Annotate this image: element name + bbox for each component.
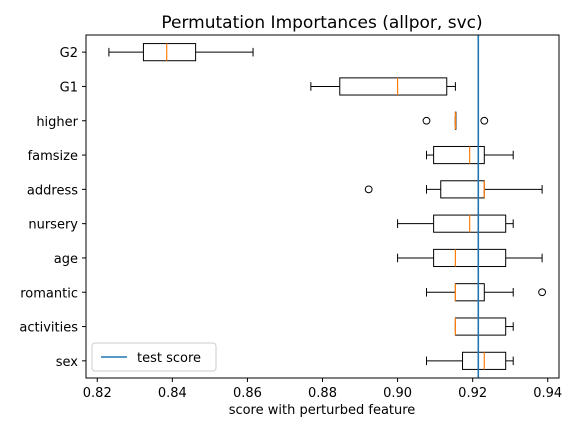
- legend: test score: [91, 342, 217, 372]
- y-tick-label-g2: G2: [60, 46, 78, 61]
- box-famsize: [433, 145, 485, 165]
- y-tick-label-address: address: [27, 183, 78, 198]
- x-tick-label: 0.92: [458, 386, 487, 401]
- x-tick-label: 0.86: [233, 386, 262, 401]
- legend-label-test-score: test score: [137, 351, 201, 366]
- box-g2: [142, 43, 197, 62]
- x-tick-label: 0.84: [158, 386, 187, 401]
- y-tick-label-sex: sex: [56, 355, 79, 370]
- y-tick-label-g1: G1: [60, 80, 78, 95]
- y-tick-label-higher: higher: [36, 115, 78, 130]
- y-tick-label-romantic: romantic: [20, 286, 78, 301]
- outlier-romantic: [538, 288, 547, 297]
- plot-area: 0.82 0.84 0.86 0.88 0.90 0.92 0.94 G2 G1 higher fa…: [19, 35, 562, 401]
- outlier-address: [364, 185, 373, 194]
- x-axis-label: score with perturbed feature: [229, 403, 416, 418]
- box-age: [433, 248, 507, 268]
- y-tick-label-age: age: [54, 252, 78, 267]
- y-tick-label-famsize: famsize: [28, 149, 78, 164]
- y-tick-label-nursery: nursery: [28, 218, 78, 233]
- x-tick-label: 0.94: [533, 386, 562, 401]
- x-tick-label: 0.88: [308, 386, 337, 401]
- outlier-higher: [480, 116, 489, 125]
- chart-title: Permutation Importances (allpor, svc): [161, 13, 482, 33]
- outlier-higher: [422, 116, 431, 125]
- legend-frame: [91, 342, 217, 372]
- y-tick-label-activities: activities: [19, 321, 78, 336]
- plot-frame: [85, 34, 560, 379]
- box-g1: [339, 77, 448, 96]
- x-tick-label: 0.90: [383, 386, 412, 401]
- x-tick-label: 0.82: [83, 386, 112, 401]
